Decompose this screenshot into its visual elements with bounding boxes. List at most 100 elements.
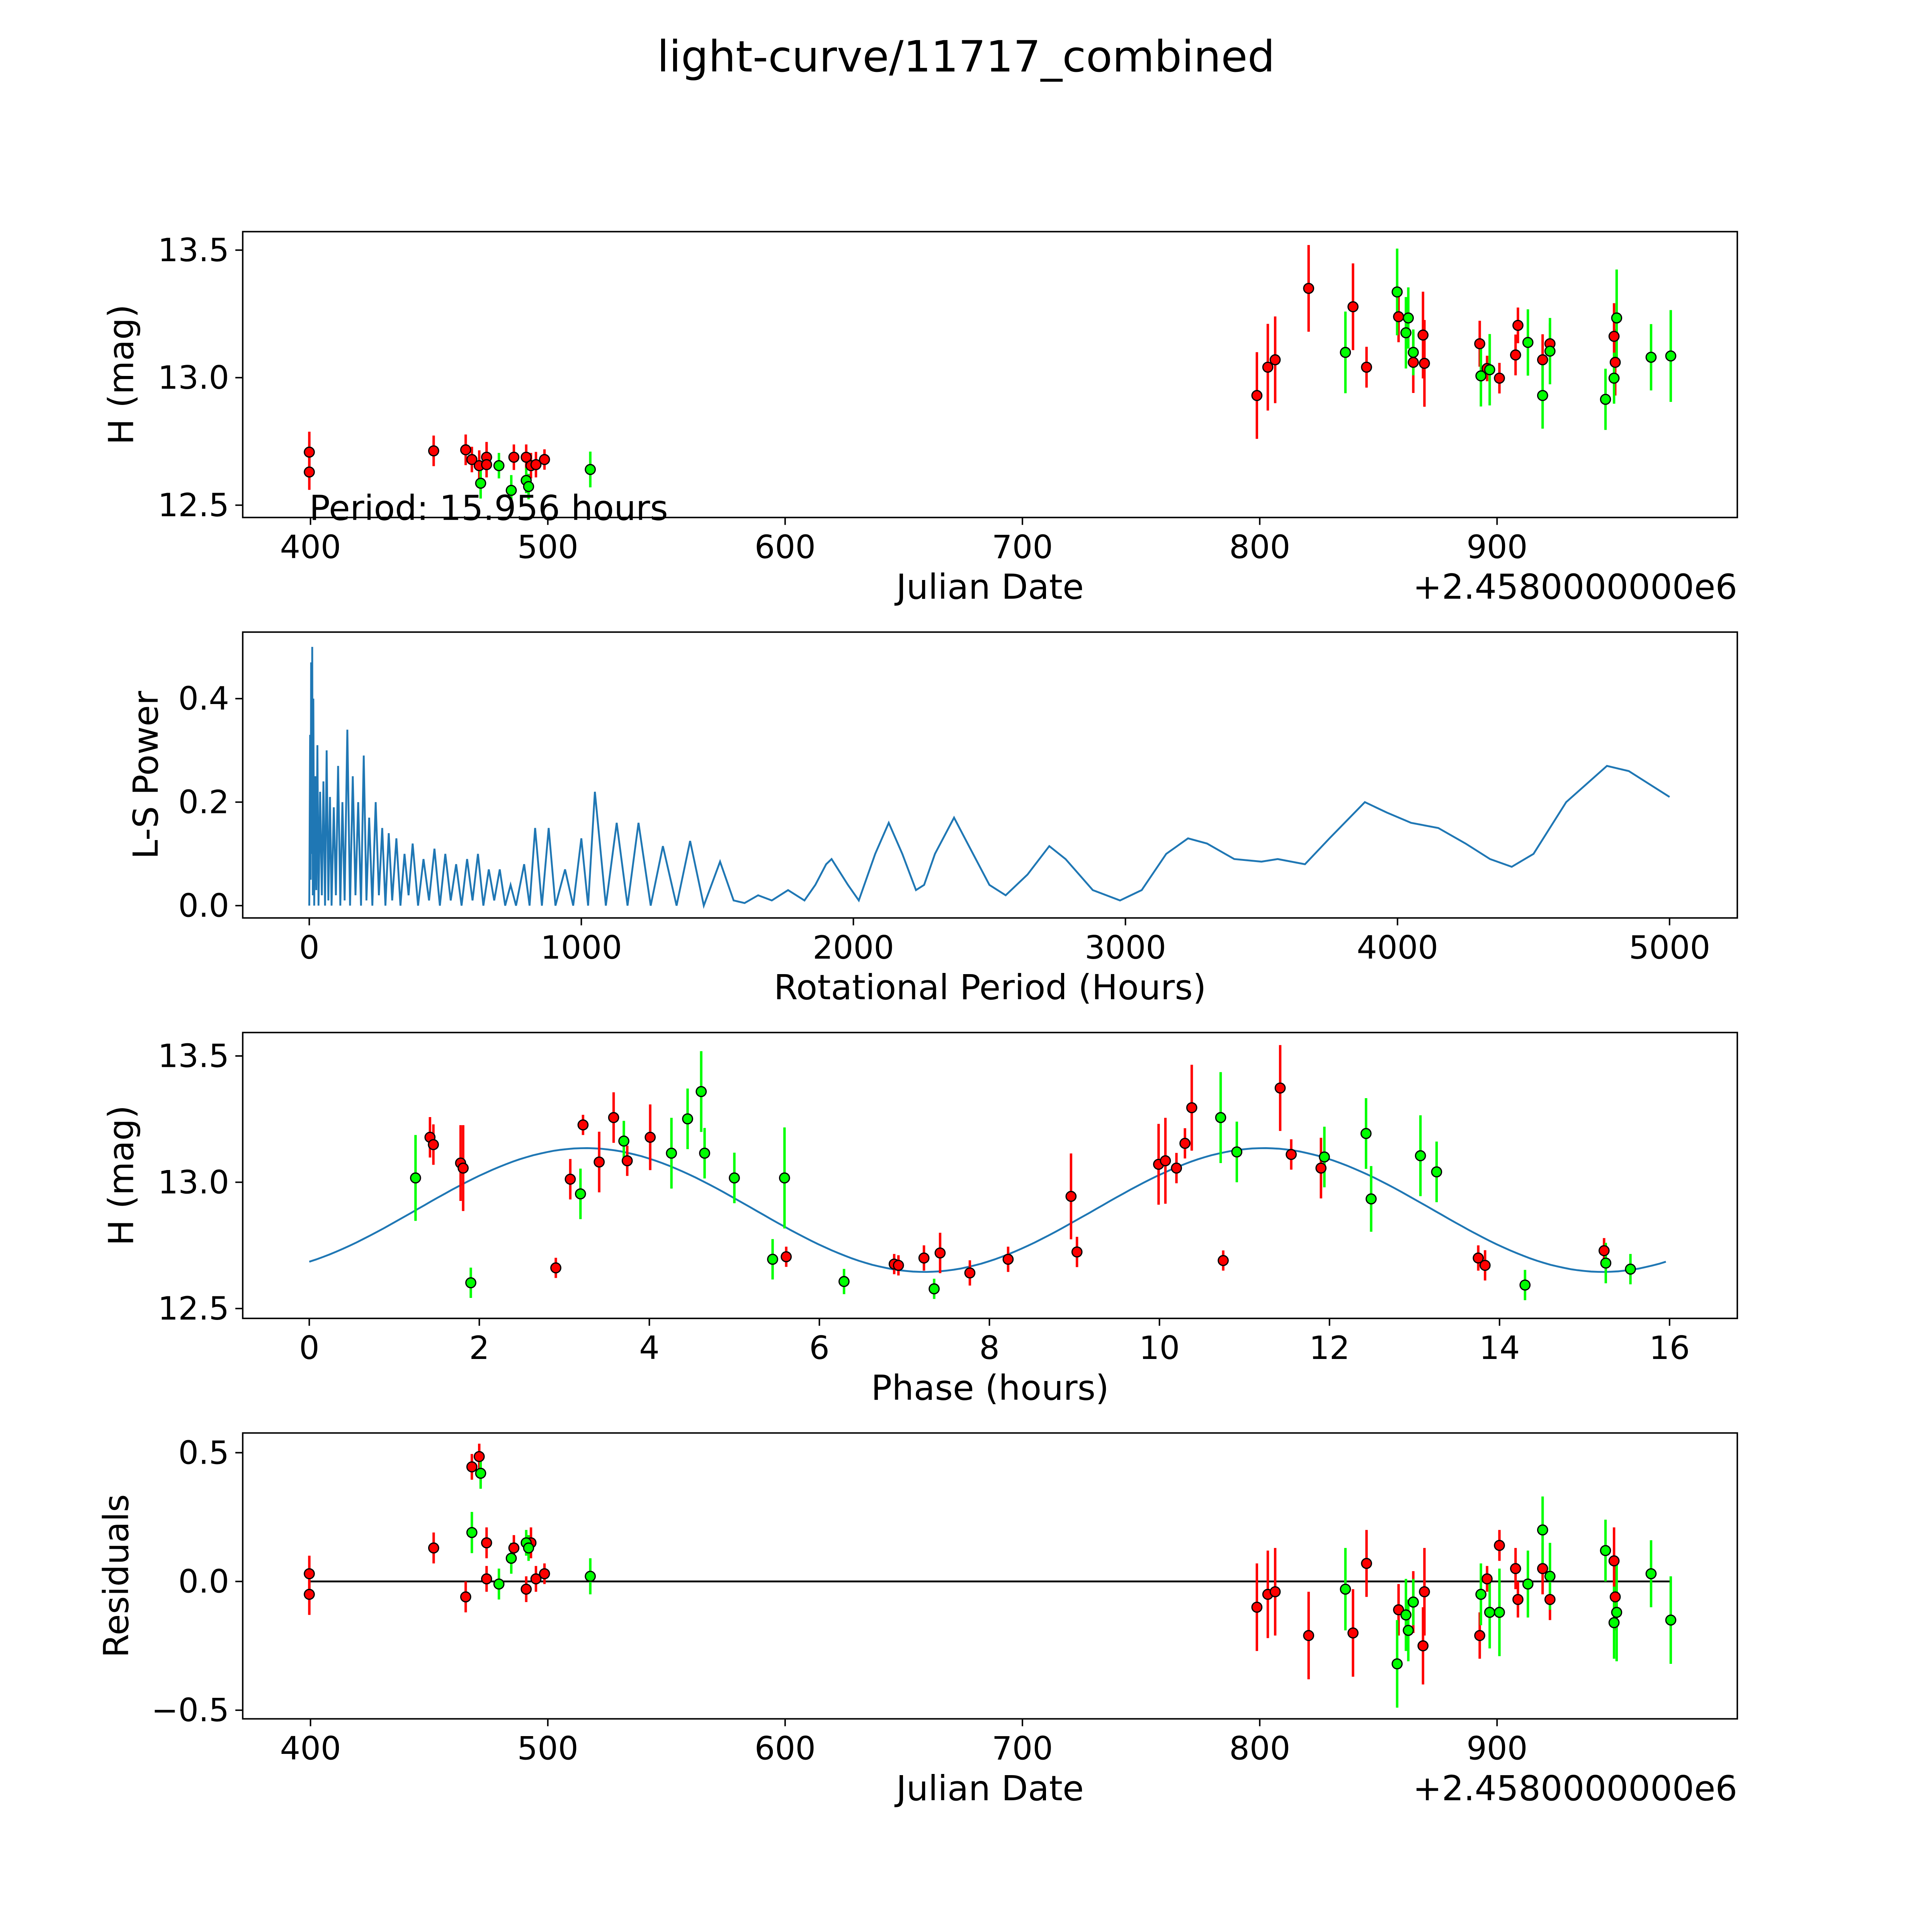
y-axis-label: H (mag): [101, 1105, 141, 1245]
x-tick-label: 1000: [541, 929, 622, 966]
fit-curve: [309, 1147, 1666, 1273]
y-tick-label: 13.0: [158, 1163, 230, 1201]
data-point-green: [1665, 1614, 1677, 1626]
data-point-green: [1544, 345, 1556, 357]
x-tick-label: 5000: [1629, 929, 1710, 966]
plot-frame: [242, 231, 1738, 519]
data-point-red: [1417, 1640, 1429, 1651]
figure-title: light-curve/11717_combined: [657, 32, 1275, 82]
data-point-red: [520, 1583, 532, 1595]
data-point-green: [666, 1148, 677, 1159]
data-point-red: [481, 1573, 492, 1585]
x-offset-label: +2.4580000000e6: [1413, 1769, 1738, 1809]
data-point-green: [1340, 347, 1351, 358]
data-point-green: [1522, 1578, 1534, 1590]
data-point-green: [1366, 1193, 1377, 1205]
data-point-red: [1393, 311, 1404, 322]
data-point-green: [1391, 286, 1403, 298]
data-point-red: [539, 1568, 550, 1580]
data-point-red: [1361, 1558, 1372, 1569]
data-point-green: [682, 1113, 693, 1124]
data-point-green: [1537, 390, 1548, 401]
data-point-red: [1274, 1082, 1286, 1094]
data-point-red: [508, 451, 520, 463]
x-tick-label: 900: [1466, 1730, 1527, 1767]
data-point-red: [964, 1267, 976, 1279]
x-offset-label: +2.4580000000e6: [1413, 567, 1738, 607]
data-point-green: [1408, 1596, 1419, 1608]
x-tick-label: 4000: [1357, 929, 1438, 966]
x-tick-label: 500: [517, 529, 578, 566]
data-point-red: [1315, 1162, 1327, 1174]
data-point-red: [520, 451, 532, 463]
x-tick-label: 0: [299, 929, 320, 966]
data-point-red: [1347, 301, 1359, 313]
data-point-green: [1408, 347, 1419, 358]
x-tick-label: 14: [1479, 1329, 1520, 1367]
data-point-red: [1479, 1260, 1491, 1271]
data-point-red: [304, 1568, 315, 1580]
y-tick-label: 0.0: [178, 887, 229, 924]
data-point-green: [1431, 1166, 1442, 1178]
data-point-red: [1473, 1252, 1484, 1264]
data-point-green: [465, 1277, 476, 1289]
data-point-green: [1600, 1257, 1612, 1269]
data-point-red: [428, 1139, 439, 1150]
data-point-green: [585, 464, 596, 475]
data-point-red: [1608, 1555, 1620, 1566]
data-point-red: [645, 1131, 656, 1143]
data-point-green: [505, 485, 517, 496]
data-point-red: [1218, 1255, 1229, 1266]
y-tick-label: −0.5: [151, 1692, 229, 1729]
data-point-green: [523, 481, 534, 492]
data-point-red: [1269, 354, 1281, 366]
data-point-green: [696, 1086, 707, 1097]
data-point-green: [1600, 394, 1611, 405]
data-point-red: [1512, 320, 1524, 331]
data-point-red: [1171, 1162, 1182, 1174]
data-point-red: [1071, 1246, 1083, 1258]
data-point-red: [893, 1260, 904, 1271]
data-point-green: [929, 1283, 940, 1294]
data-point-red: [466, 1461, 478, 1473]
data-point-red: [934, 1247, 946, 1259]
data-point-red: [460, 444, 471, 456]
data-point-green: [1522, 337, 1534, 348]
data-point-red: [428, 445, 439, 457]
data-point-red: [539, 454, 550, 465]
data-point-red: [1186, 1102, 1197, 1114]
data-point-red: [781, 1251, 792, 1262]
data-point-red: [304, 466, 315, 478]
data-point-red: [550, 1262, 561, 1274]
data-point-green: [475, 1468, 486, 1479]
data-point-green: [1544, 1571, 1556, 1582]
data-point-green: [585, 1571, 596, 1582]
data-point-red: [1262, 361, 1274, 373]
data-point-green: [618, 1135, 629, 1147]
x-tick-label: 2: [469, 1329, 490, 1367]
data-point-green: [1475, 1588, 1486, 1600]
data-point-green: [493, 460, 505, 471]
x-tick-label: 600: [755, 529, 816, 566]
data-point-green: [1400, 327, 1412, 338]
data-point-red: [1419, 1586, 1430, 1597]
y-axis-label: L-S Power: [126, 691, 166, 859]
data-point-red: [1002, 1253, 1014, 1265]
data-point-red: [1303, 282, 1315, 294]
data-point-red: [1599, 1245, 1610, 1257]
data-point-red: [460, 1591, 471, 1603]
data-point-red: [1537, 1563, 1548, 1574]
data-point-red: [1609, 357, 1621, 368]
y-axis-label: Residuals: [97, 1494, 137, 1658]
y-tick-label: 0.0: [178, 1563, 229, 1600]
data-point-red: [473, 1451, 485, 1462]
y-axis-label: H (mag): [101, 304, 141, 445]
data-point-red: [608, 1112, 619, 1123]
data-point-green: [1608, 372, 1620, 384]
x-tick-label: 10: [1139, 1329, 1180, 1367]
data-point-red: [918, 1252, 930, 1264]
data-point-green: [1403, 1625, 1414, 1636]
data-point-green: [1645, 1568, 1657, 1580]
data-point-green: [1475, 370, 1486, 382]
